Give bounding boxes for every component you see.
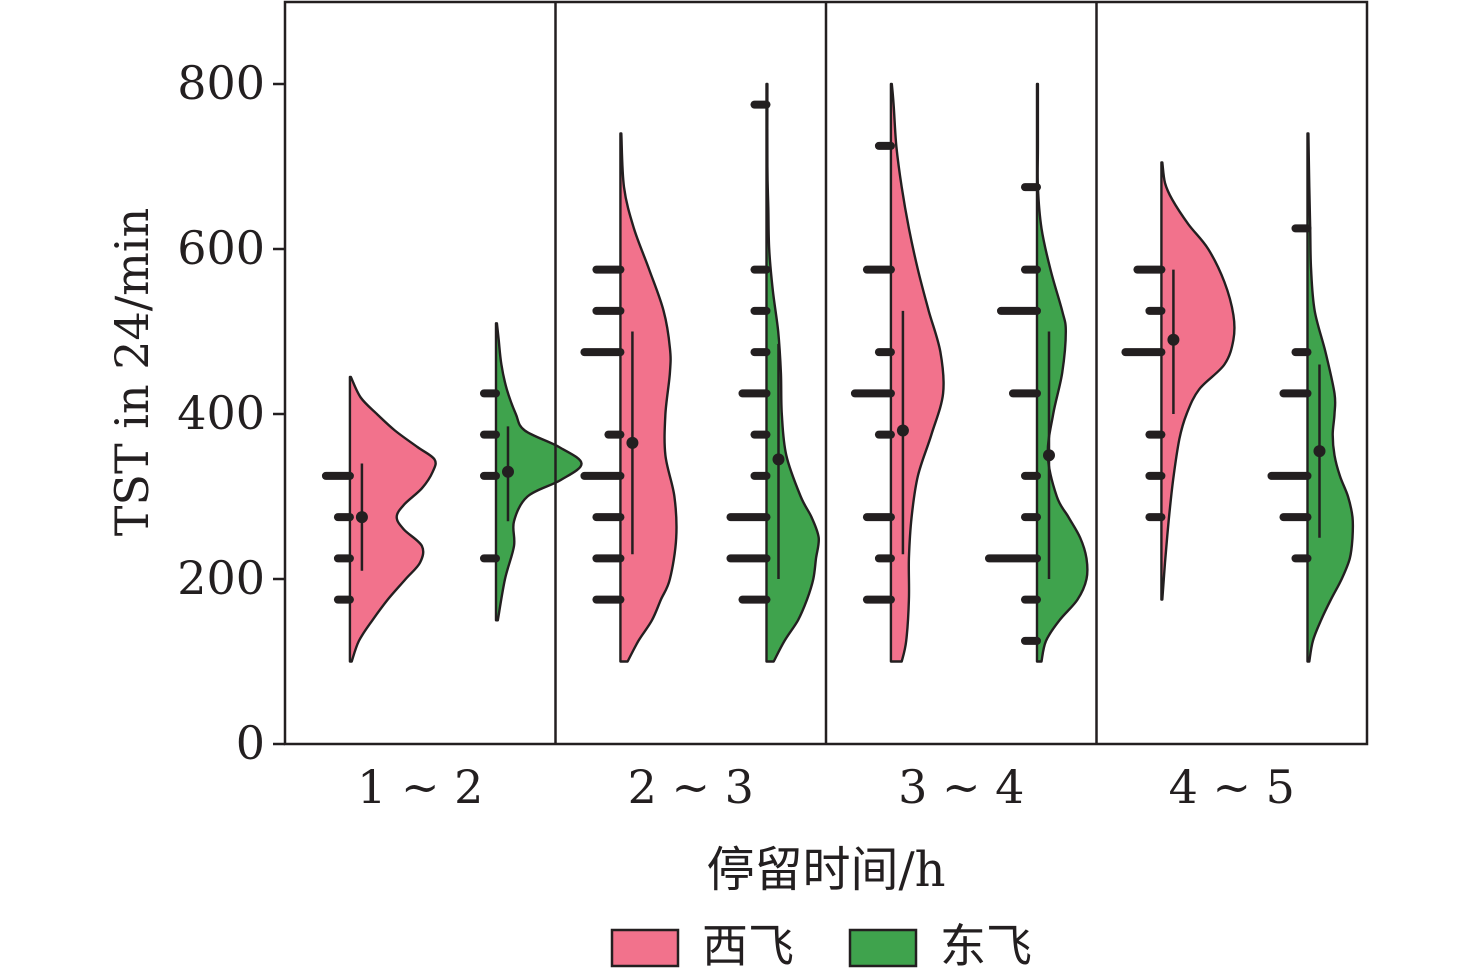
legend-item-west: 西飞 (610, 919, 794, 973)
violin-west-3 (850, 82, 945, 663)
x-axis-label: 停留时间/h (706, 842, 945, 898)
legend-swatch (610, 928, 680, 968)
violin-body (348, 375, 437, 663)
legend-swatch (848, 928, 918, 968)
y-tick-label: 0 (236, 716, 265, 770)
legend-item-east: 东飞 (848, 919, 1032, 973)
violin-body (494, 322, 583, 622)
mean-point (1167, 333, 1180, 346)
violin-east-2 (726, 82, 821, 663)
mean-point (1042, 449, 1055, 462)
violin-body (765, 82, 821, 663)
violin-west-1 (321, 375, 437, 663)
x-tick-label: 2 ~ 3 (628, 760, 754, 814)
x-tick-label: 4 ~ 5 (1169, 760, 1295, 814)
mean-point (355, 511, 368, 524)
violin-west-2 (580, 132, 678, 663)
violins-layer (321, 82, 1355, 663)
mean-point (1313, 445, 1326, 458)
violin-body (619, 132, 678, 663)
mean-point (772, 453, 785, 466)
y-axis-label: TST in 24/min (105, 208, 159, 536)
legend-label: 西飞 (702, 919, 794, 973)
x-axis: 1 ~ 2 2 ~ 3 3 ~ 4 4 ~ 5 (357, 760, 1295, 814)
y-tick-label: 400 (177, 386, 265, 440)
y-tick-label: 600 (177, 221, 265, 275)
mean-point (896, 424, 909, 437)
y-tick-label: 800 (177, 56, 265, 110)
mean-point (626, 436, 639, 449)
legend: 西飞 东飞 (610, 919, 1032, 973)
mean-point (501, 465, 514, 478)
violin-east-4 (1267, 132, 1355, 663)
x-tick-label: 1 ~ 2 (357, 760, 483, 814)
y-tick-label: 200 (177, 551, 265, 605)
violin-body (1160, 161, 1236, 601)
violin-body (1306, 132, 1355, 663)
violin-west-4 (1121, 161, 1236, 601)
legend-label: 东飞 (940, 919, 1032, 973)
violin-east-1 (479, 322, 583, 622)
y-axis: 0 200 400 600 800 (177, 56, 285, 770)
panel-frames (283, 0, 1369, 746)
violin-body (889, 82, 945, 663)
x-tick-label: 3 ~ 4 (898, 760, 1024, 814)
violin-east-3 (984, 82, 1089, 663)
violin-body (1035, 82, 1089, 663)
